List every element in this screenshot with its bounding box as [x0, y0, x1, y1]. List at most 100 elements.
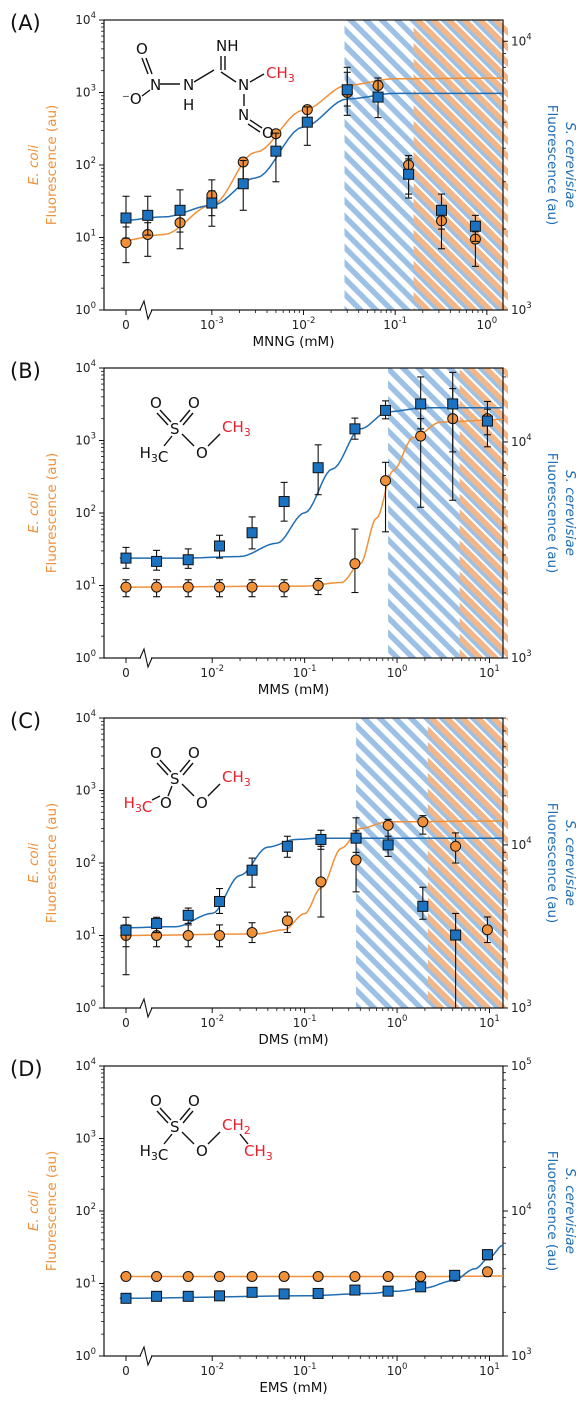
x-tick-label: 101 — [479, 664, 500, 680]
series-yeast — [120, 66, 503, 242]
atom-label: O — [196, 794, 208, 812]
x-tick-label-base: 10 — [293, 666, 308, 680]
x-tick-label-base: 10 — [383, 318, 398, 332]
left-tick-label-exp: 1 — [91, 1275, 96, 1285]
data-point-circle — [312, 1270, 324, 1282]
data-point-circle — [481, 924, 493, 936]
series-yeast — [119, 1244, 504, 1304]
data-point-square — [151, 1290, 163, 1302]
data-point-square — [237, 178, 249, 190]
x-tick-label: 100 — [387, 664, 408, 680]
data-point-square — [382, 1285, 394, 1297]
left-axis-unit: Fluorescence (au) — [44, 105, 60, 226]
left-tick-label-base: 10 — [75, 929, 90, 943]
left-tick-label-exp: 0 — [91, 1347, 96, 1357]
left-tick-label: 100 — [75, 301, 96, 317]
left-tick-label-exp: 4 — [91, 359, 96, 369]
right-axis-species: S. cerevisiae — [562, 820, 578, 906]
x-tick-label: 101 — [479, 1362, 500, 1378]
right-tick-label-base: 10 — [511, 1001, 526, 1015]
data-point-square — [206, 197, 218, 209]
data-point-square — [270, 145, 282, 157]
right-axis-unit: Fluorescence (au) — [544, 105, 560, 226]
bond — [179, 759, 191, 773]
bond — [159, 409, 172, 423]
methyl-group-left-txt: H — [140, 444, 151, 462]
atom-label: O — [150, 744, 162, 762]
data-point-circle — [246, 1270, 258, 1282]
right-axis-unit: Fluorescence (au) — [544, 1151, 560, 1272]
x-ticks: 0 10-2 10-1 100 101 — [122, 1008, 500, 1030]
x-tick-label: 10-1 — [383, 316, 407, 332]
right-tick-label-base: 10 — [511, 1059, 526, 1073]
terminal-methyl-txt: CH — [244, 1142, 266, 1160]
methyl-group-left-txt: C — [158, 1146, 168, 1164]
left-tick-label-exp: 1 — [91, 577, 96, 587]
axis-break-zigzag — [139, 647, 153, 669]
left-tick-label: 103 — [75, 1130, 96, 1146]
bond — [239, 1133, 249, 1145]
alkyl-group: CH3 — [222, 418, 251, 439]
x-tick-label: 100 — [477, 316, 498, 332]
data-point-circle — [312, 580, 324, 591]
plot-frame — [103, 1065, 504, 1357]
left-tick-label-exp: 3 — [91, 782, 96, 792]
bond — [167, 785, 173, 797]
data-point-circle — [349, 1270, 361, 1282]
bond — [182, 762, 194, 776]
atom-label: O — [188, 1092, 200, 1110]
left-tick-label-exp: 3 — [91, 84, 96, 94]
right-tick-label-base: 10 — [511, 651, 526, 665]
bond — [179, 409, 191, 423]
left-axis-species: E. coli — [26, 1191, 42, 1232]
left-tick-label-base: 10 — [75, 158, 90, 172]
data-point-circle — [182, 1270, 194, 1282]
data-point-square — [450, 929, 462, 941]
alkyl-group-txt: CH — [222, 418, 244, 436]
left-axis-species: E. coli — [26, 493, 42, 534]
data-point-square — [403, 168, 415, 180]
data-point-circle — [120, 581, 132, 593]
left-tick-label: 102 — [75, 854, 96, 870]
data-point-square — [278, 1288, 290, 1300]
x-tick-label-base: 10 — [293, 1364, 308, 1378]
data-point-square — [435, 204, 447, 216]
x-tick-label-base: 10 — [479, 1364, 494, 1378]
bond — [145, 57, 153, 75]
data-point-square — [372, 91, 384, 103]
methyl-group-left-txt: H — [140, 1142, 151, 1160]
data-point-circle — [182, 581, 194, 593]
bond — [156, 762, 169, 776]
data-point-circle — [120, 237, 132, 249]
right-tick-label: 103 — [511, 1347, 532, 1363]
hatch-ecoli-toxic — [459, 368, 508, 658]
x-tick-label-exp: -3 — [215, 316, 223, 326]
left-tick-label: 103 — [75, 432, 96, 448]
right-tick-label-base: 10 — [511, 34, 526, 48]
left-tick-label: 102 — [75, 156, 96, 172]
x-tick-label-exp: -1 — [399, 316, 407, 326]
atom-label: N — [238, 76, 249, 94]
hatch-ecoli-toxic — [413, 20, 508, 310]
bond — [156, 1110, 169, 1124]
data-point-square — [415, 1281, 427, 1293]
bond — [249, 73, 265, 83]
left-tick-label-base: 10 — [75, 13, 90, 27]
left-tick-label: 101 — [75, 1275, 96, 1291]
data-point-circle — [350, 854, 362, 866]
panel-label: (D) — [10, 1057, 43, 1081]
x-ticks: 0 10-2 10-1 100 101 — [122, 658, 500, 680]
atom-label: O — [188, 744, 200, 762]
atom-label: H — [183, 96, 194, 114]
data-point-square — [312, 1287, 324, 1299]
x-tick-label: 10-2 — [200, 664, 224, 680]
right-axis-species: S. cerevisiae — [562, 1168, 578, 1254]
atom-label: S — [170, 770, 180, 788]
